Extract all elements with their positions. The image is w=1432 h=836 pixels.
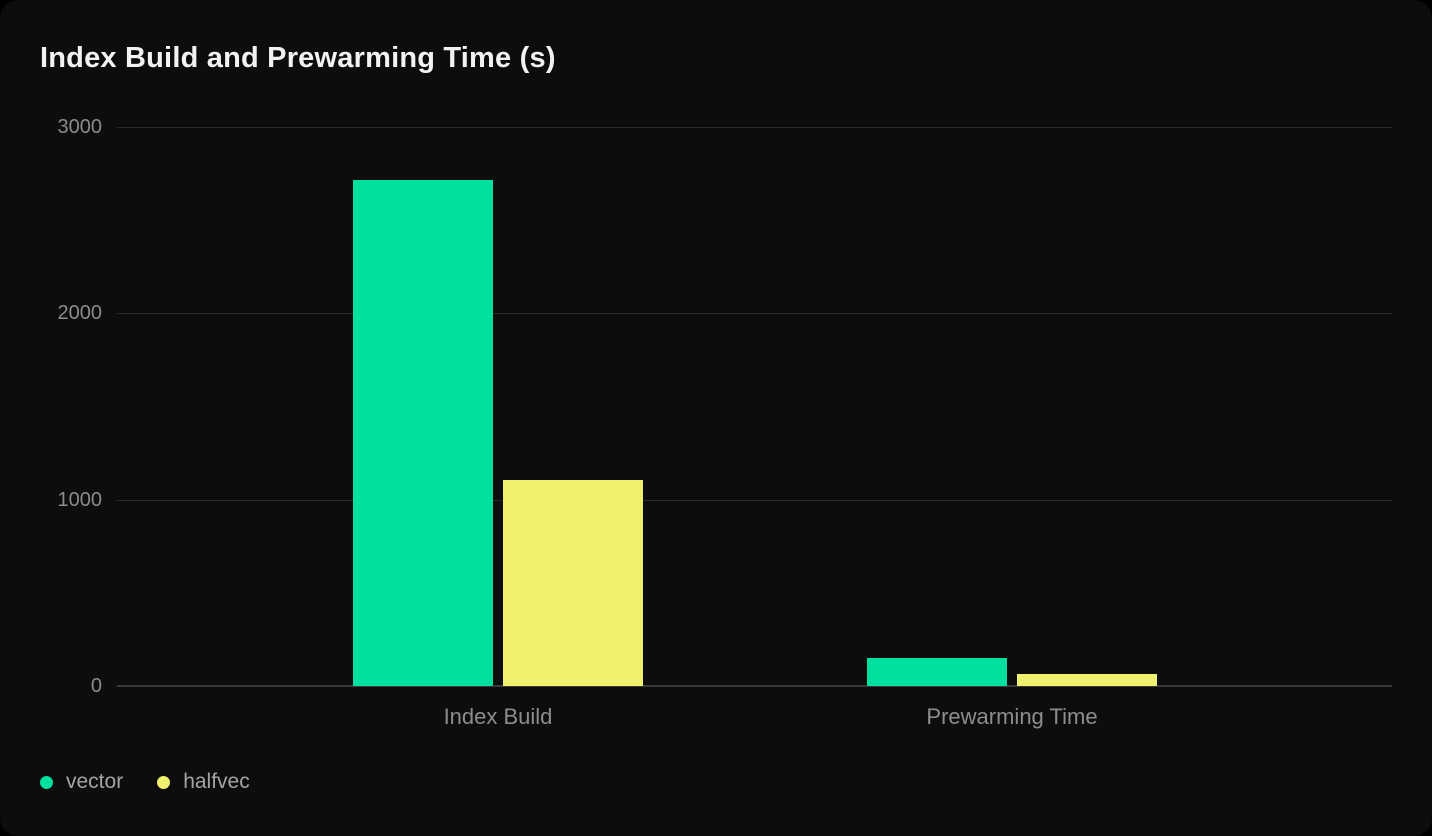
gridline-1000 [117,499,1392,501]
x-label-index-build: Index Build [443,704,553,729]
legend-item-vector[interactable]: vector [40,770,123,794]
legend-dot-vector [40,775,53,789]
legend-label-vector: vector [66,770,124,793]
legend: vector halfvec [40,770,250,794]
chart-title: Index Build and Prewarming Time (s) [40,42,556,74]
y-tick-label-2000: 2000 [57,302,103,325]
gridline-2000 [117,313,1392,315]
gridline-0 [117,685,1392,687]
bar-halfvec-prewarming-time [1017,673,1157,686]
y-tick-label-3000: 3000 [57,116,103,138]
x-label-prewarming-time: Prewarming Time [926,704,1098,729]
bar-vector-prewarming-time [867,658,1007,686]
gridline-3000 [117,127,1392,128]
legend-dot-halfvec [157,775,171,789]
y-tick-label-1000: 1000 [57,488,103,511]
bar-vector-index-build [353,179,493,686]
bar-halfvec-index-build [503,479,643,686]
legend-item-halfvec[interactable]: halfvec [157,770,250,794]
y-tick-label-0: 0 [90,675,102,697]
legend-label-halfvec: halfvec [183,770,250,793]
